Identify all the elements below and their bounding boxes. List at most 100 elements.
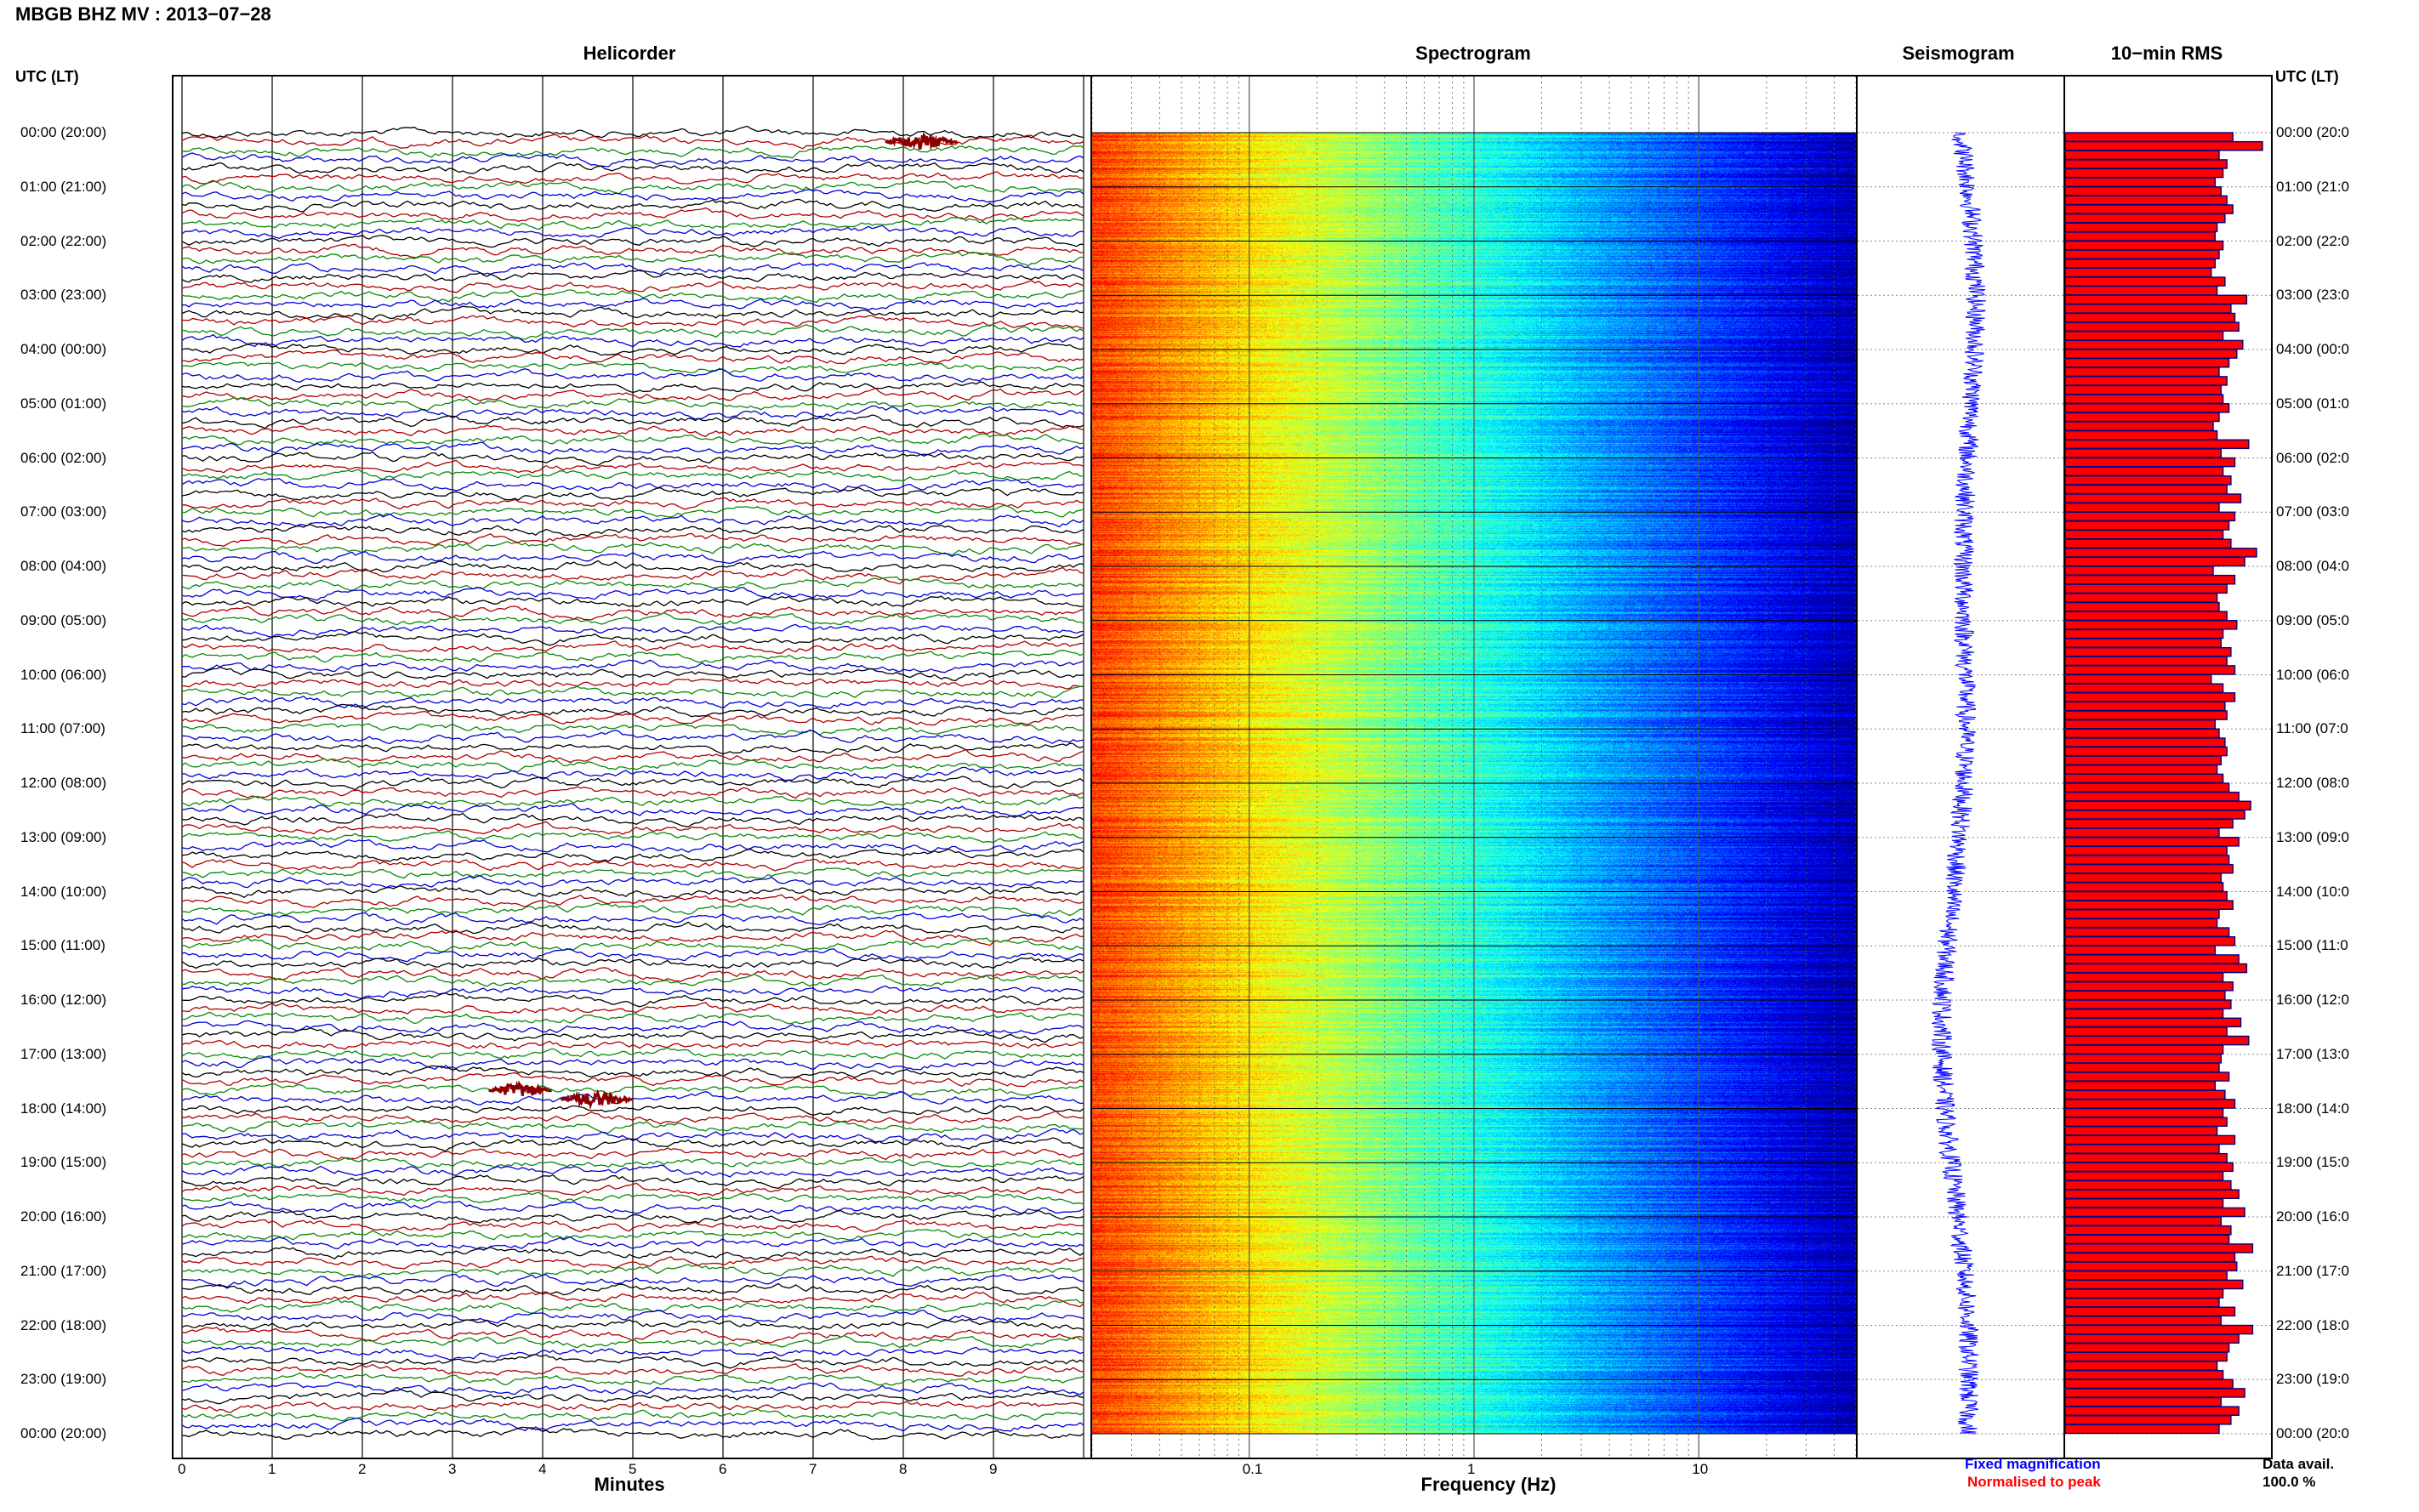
helicorder-trace [181,1264,1084,1278]
rms-bar [2065,791,2240,802]
helicorder-trace [181,381,1084,394]
rms-bar [2065,1388,2245,1398]
helicorder-trace [181,631,1084,646]
time-label-right: 03:00 (23:0 [2276,287,2350,304]
time-label-right: 18:00 (14:0 [2276,1100,2350,1117]
rms-bar [2065,186,2223,196]
time-label-left: 14:00 (10:00) [20,883,107,900]
rms-bar [2065,276,2226,287]
rms-bar [2065,927,2230,937]
rms-bar [2065,529,2224,540]
helicorder-trace [181,821,1084,835]
helicorder-trace [181,667,1084,682]
rms-bar [2065,999,2232,1009]
time-label-right: 04:00 (00:0 [2276,341,2350,357]
helicorder-event [488,1080,552,1097]
helicorder-trace [181,948,1084,963]
rms-bar [2065,1044,2224,1054]
helicorder-trace [181,1273,1084,1288]
helicorder-trace [181,1417,1084,1432]
rms-bar [2065,556,2245,567]
helicorder-trace [181,1047,1084,1060]
helicorder-trace [181,1219,1084,1233]
rms-bar [2065,935,2236,946]
rms-bar [2065,1152,2228,1163]
rms-bar [2065,1179,2232,1191]
rms-bar [2065,429,2218,441]
rms-bar [2065,566,2214,576]
helicorder-trace [181,1372,1084,1386]
helicorder-trace [181,867,1084,879]
rms-bar [2065,294,2248,305]
rms-bar [2065,900,2234,910]
rms-bar [2065,195,2228,206]
rms-bar [2065,782,2230,793]
helicorder-trace [181,280,1084,293]
helicorder-trace [181,451,1084,467]
rms-bar [2065,168,2224,179]
rms-bar [2065,159,2228,169]
helicorder-x-tick: 3 [448,1461,457,1477]
spectrogram-x-tick: 10 [1692,1461,1709,1477]
rms-bar [2065,755,2223,765]
helicorder-trace [181,678,1084,690]
helicorder-trace [182,324,1084,340]
rms-bar [2065,1279,2244,1290]
rms-bar [2065,818,2234,829]
rms-bar [2065,1351,2228,1362]
time-label-left: 12:00 (08:00) [20,775,107,791]
spectrogram-grid [1092,77,1856,1458]
helicorder-trace [181,1147,1084,1161]
rms-bar [2065,285,2218,296]
rms-bar [2065,1144,2220,1154]
time-label-left: 02:00 (22:00) [20,232,107,249]
time-label-left: 17:00 (13:00) [20,1045,107,1062]
helicorder-trace [181,405,1084,420]
rms-bar [2065,475,2232,486]
rms-bar [2065,628,2224,639]
helicorder-trace [181,803,1084,817]
rms-bar [2065,259,2217,269]
helicorder-trace [181,605,1084,621]
rms-bar [2065,403,2230,413]
helicorder-trace [181,424,1084,438]
seismogram-trace [1931,132,1987,1435]
helicorder-trace [181,992,1084,1008]
helicorder-trace [181,1027,1084,1043]
helicorder-trace [181,894,1084,908]
helicorder-trace [181,957,1084,969]
helicorder-x-tick: 0 [178,1461,186,1477]
helicorder-trace [181,524,1084,537]
spectrogram-panel [1090,75,1858,1459]
rms-bar [2065,701,2226,712]
rms-bar [2065,728,2220,739]
rms-bar [2065,1316,2223,1326]
helicorder-trace [181,368,1084,383]
time-label-right: 08:00 (04:0 [2276,558,2350,574]
helicorder-trace [181,1255,1084,1270]
helicorder-trace [181,560,1084,573]
helicorder-trace [182,659,1084,674]
helicorder-trace [181,342,1084,356]
rms-bar [2065,213,2226,224]
helicorder-trace [181,640,1084,654]
time-label-left: 10:00 (06:00) [20,666,107,683]
helicorder-trace [181,848,1084,862]
rms-bar [2065,321,2240,332]
helicorder-trace [181,513,1084,528]
helicorder-trace [181,198,1084,213]
helicorder-trace [181,830,1084,844]
time-axis-label-left: UTC (LT) [15,68,79,85]
rms-bar [2065,1243,2254,1253]
rms-bar [2065,1089,2226,1100]
helicorder-trace [181,459,1084,474]
rms-bar [2065,1062,2220,1073]
helicorder-xlabel: Minutes [594,1474,665,1495]
time-label-left: 13:00 (09:00) [20,828,107,845]
rms-bar [2065,945,2217,956]
rms-bar [2065,520,2230,531]
helicorder-trace [181,650,1084,663]
helicorder-trace [181,929,1084,946]
time-label-right: 00:00 (20:0 [2276,1425,2350,1441]
spectrogram-x-tick: 1 [1467,1461,1476,1477]
